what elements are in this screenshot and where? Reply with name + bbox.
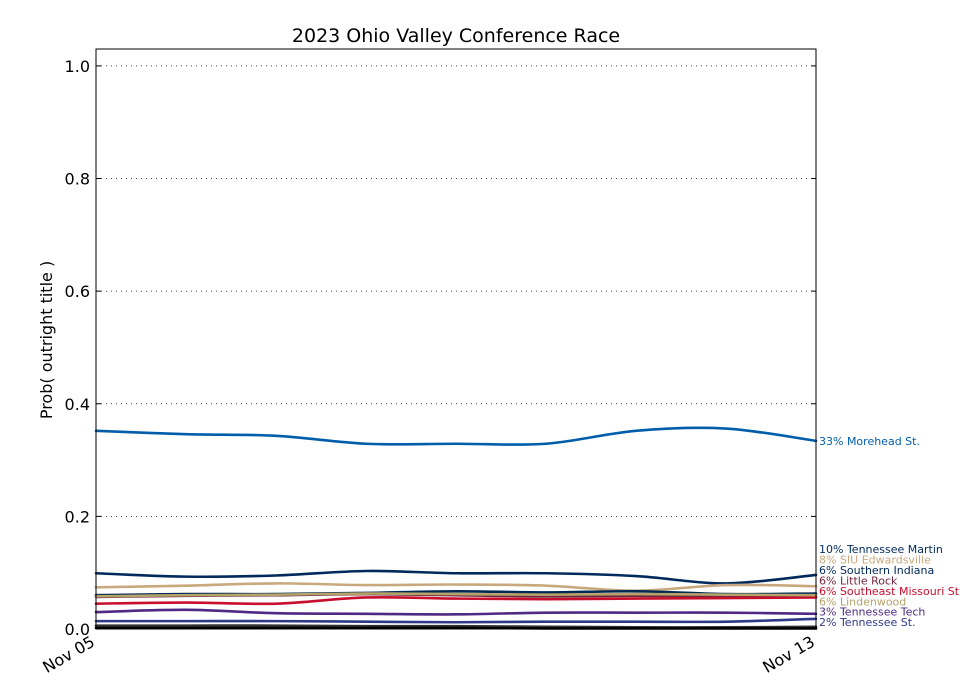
y-tick-label: 0.8 xyxy=(65,170,90,189)
series-end-label: 6% Little Rock xyxy=(819,574,898,587)
y-tick-label: 0.6 xyxy=(65,282,90,301)
y-tick-label: 1.0 xyxy=(65,57,90,76)
series-lines xyxy=(94,426,818,630)
y-axis-label: Prob( outright title ) xyxy=(37,261,56,419)
series-line xyxy=(94,608,818,616)
y-tick-label: 0.4 xyxy=(65,395,90,414)
x-tick-label: Nov 13 xyxy=(759,632,818,677)
chart-title: 2023 Ohio Valley Conference Race xyxy=(292,25,620,47)
series-end-label: 2% Tennessee St. xyxy=(819,616,916,629)
series-end-label: 6% Southeast Missouri St. xyxy=(819,585,960,598)
series-line xyxy=(94,595,818,606)
series-line xyxy=(94,582,818,593)
series-end-label: 3% Tennessee Tech xyxy=(819,606,925,619)
series-end-label: 6% Lindenwood xyxy=(819,595,906,608)
series-end-label: 33% Morehead St. xyxy=(819,435,920,448)
series-line xyxy=(94,592,818,598)
plot-frame xyxy=(95,48,817,630)
series-line xyxy=(94,617,818,624)
y-tick-label: 0.0 xyxy=(65,620,90,639)
x-axis-ticks: Nov 05 Nov 13 xyxy=(39,632,818,677)
grid-lines xyxy=(96,65,816,630)
y-axis-ticks: 0.0 0.2 0.4 0.6 0.8 1.0 xyxy=(65,57,816,639)
series-line xyxy=(94,569,818,585)
y-tick-label: 0.2 xyxy=(65,507,90,526)
series-end-label: 10% Tennessee Martin xyxy=(819,543,943,556)
series-end-label: 8% SIU Edwardsville xyxy=(819,553,931,566)
series-line xyxy=(94,426,818,446)
series-line xyxy=(94,626,818,630)
series-end-label: 6% Southern Indiana xyxy=(819,564,934,577)
